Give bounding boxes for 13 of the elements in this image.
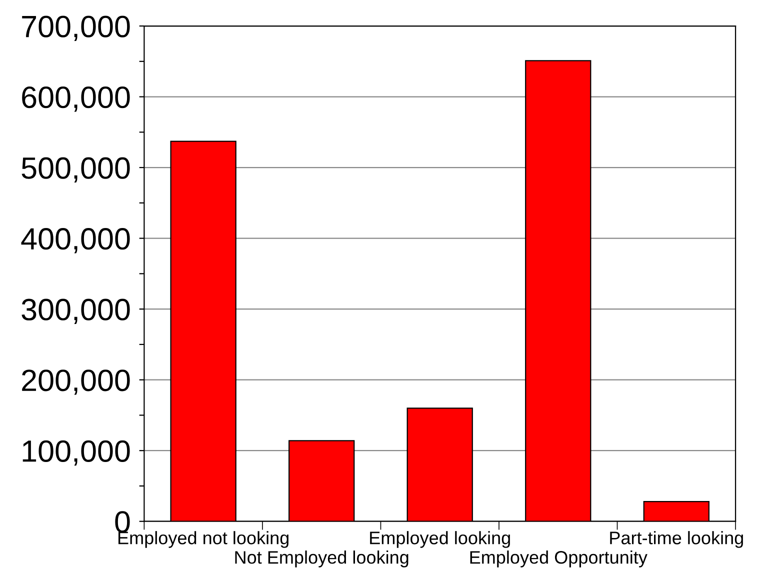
y-tick-label: 500,000	[22, 157, 130, 183]
x-tick-label: Not Employed looking	[235, 550, 408, 568]
x-tick-label: Employed Opportunity	[470, 550, 648, 568]
y-tick-label: 100,000	[22, 440, 130, 466]
y-tick-label: 400,000	[21, 228, 130, 254]
x-tick-label: Employed looking	[370, 531, 510, 548]
y-tick-label: 300,000	[22, 298, 130, 324]
y-tick-label: 200,000	[22, 370, 130, 395]
y-tick-label: 0	[115, 511, 130, 533]
y-tick-label: 700,000	[22, 16, 130, 41]
x-tick-label: Part-time looking	[610, 531, 743, 548]
x-tick-label: Employed not looking	[118, 531, 288, 548]
y-tick-label: 600,000	[22, 86, 130, 112]
